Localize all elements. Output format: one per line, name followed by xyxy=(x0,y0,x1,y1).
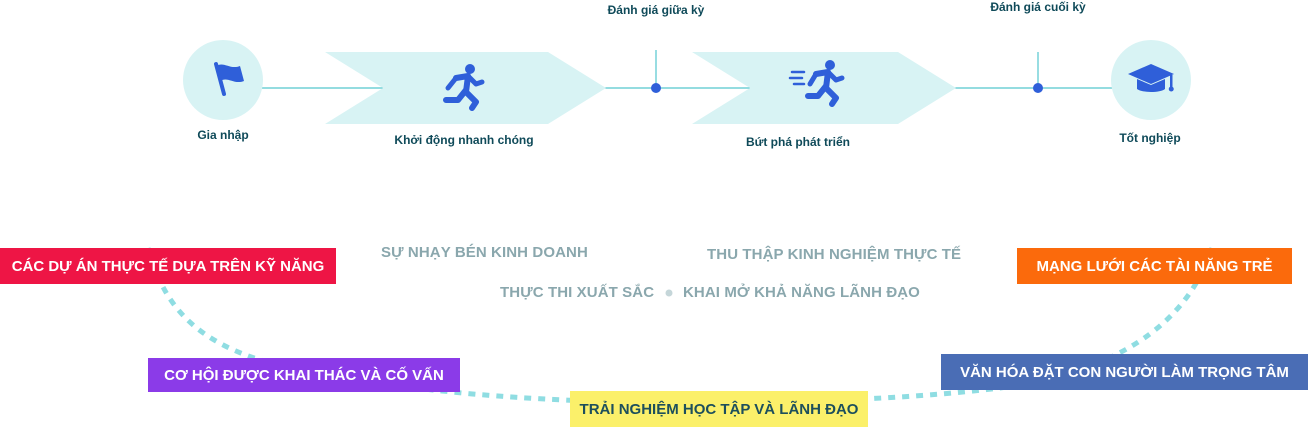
skill-execution-excellence: THỰC THI XUẤT SẮC xyxy=(500,284,655,301)
tag-young-talent-network: MẠNG LƯỚI CÁC TÀI NĂNG TRẺ xyxy=(1017,248,1292,284)
running-person-icon xyxy=(443,64,485,111)
step-label-breakthrough: Bứt phá phát triển xyxy=(745,135,851,149)
checkpoint-label-midterm: Đánh giá giữa kỳ xyxy=(607,3,705,17)
step-label-quick-start: Khởi động nhanh chóng xyxy=(394,133,534,147)
start-circle xyxy=(183,40,263,120)
checkpoint-label-final: Đánh giá cuối kỳ xyxy=(990,0,1086,14)
checkpoint-dot-final xyxy=(1033,83,1043,93)
tag-people-culture-label: VĂN HÓA ĐẶT CON NGƯỜI LÀM TRỌNG TÂM xyxy=(960,363,1289,381)
sprinting-person-icon xyxy=(788,60,845,107)
tag-young-talent-network-label: MẠNG LƯỚI CÁC TÀI NĂNG TRẺ xyxy=(1036,257,1273,275)
step-label-join: Gia nhập xyxy=(197,128,249,142)
skill-separator-dot xyxy=(665,289,673,297)
step-label-graduation: Tốt nghiệp xyxy=(1119,131,1181,145)
tag-opportunities-label: CƠ HỘI ĐƯỢC KHAI THÁC VÀ CỐ VẤN xyxy=(164,366,444,384)
tag-real-projects: CÁC DỰ ÁN THỰC TẾ DỰA TRÊN KỸ NĂNG xyxy=(0,248,336,284)
tag-learning-experience: TRẢI NGHIỆM HỌC TẬP VÀ LÃNH ĐẠO xyxy=(570,391,868,427)
flag-icon xyxy=(214,62,244,96)
skill-leadership: KHAI MỞ KHẢ NĂNG LÃNH ĐẠO xyxy=(683,284,920,301)
skill-business-acumen: SỰ NHẠY BÉN KINH DOANH xyxy=(381,244,588,261)
tag-learning-experience-label: TRẢI NGHIỆM HỌC TẬP VÀ LÃNH ĐẠO xyxy=(579,400,859,418)
tag-real-projects-label: CÁC DỰ ÁN THỰC TẾ DỰA TRÊN KỸ NĂNG xyxy=(11,257,325,275)
tag-opportunities: CƠ HỘI ĐƯỢC KHAI THÁC VÀ CỐ VẤN xyxy=(148,358,460,392)
tag-people-culture: VĂN HÓA ĐẶT CON NGƯỜI LÀM TRỌNG TÂM xyxy=(941,354,1308,390)
graduation-cap-icon xyxy=(1128,64,1174,92)
skill-practical-experience: THU THẬP KINH NGHIỆM THỰC TẾ xyxy=(707,246,962,263)
checkpoint-dot-midterm xyxy=(651,83,661,93)
